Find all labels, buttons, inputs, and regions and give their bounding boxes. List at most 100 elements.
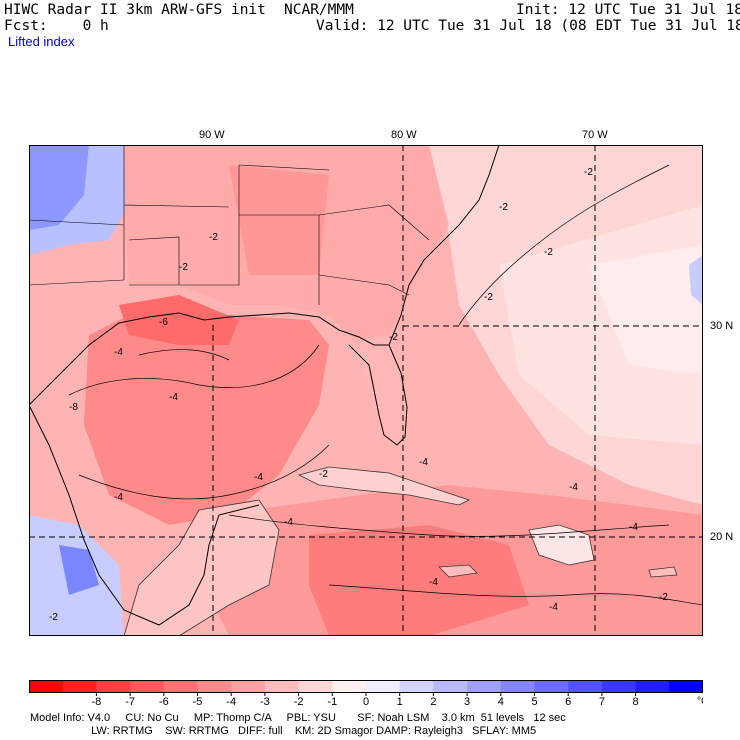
colorbar-tick-label: 6 [565,696,571,708]
colorbar-tick-label: -6 [159,696,169,708]
hispaniola-island [528,524,595,566]
contour-lines [68,164,703,606]
lon-label-80w: 80 W [391,129,417,141]
atlantic-coastline [388,145,500,346]
colorbar-ticks: -8 -7 -6 -5 -4 -3 -2 -1 0 1 2 3 4 5 6 7 8 [92,693,639,708]
louisiana-coast-strong-region [119,295,239,345]
contour-label: -2 [659,592,668,603]
graticule [29,145,703,636]
atlantic-near-zero-region [589,245,703,375]
lat-label-20n: 20 N [710,531,734,543]
contour-label-group: -2 -2 -2 -2 -2 -2 -2 -2 -2 -2 -4 -4 -4 -… [49,167,668,623]
colorbar-tick-label: -8 [92,696,102,708]
lon-label-90w: 90 W [199,129,225,141]
forecast-hour: Fcst: 0 h [4,18,109,34]
contour-label: -4 [114,347,123,358]
colorbar-swatch [96,680,131,693]
lon-label-70w: 70 W [582,129,608,141]
colorbar: -8 -7 -6 -5 -4 -3 -2 -1 0 1 2 3 4 5 6 7 8 °C [29,680,703,708]
contour-label: -2 [584,167,593,178]
southern-plains-deep-blue-region [29,145,89,230]
colorbar-swatch [534,680,569,693]
contour-label: -4 [629,522,638,533]
org-label: NCAR/MMM [284,2,354,18]
valid-time: Valid: 12 UTC Tue 31 Jul 18 (08 EDT Tue … [316,18,740,34]
colorbar-tick-label: -5 [193,696,203,708]
atlantic-blue-patch [689,255,703,305]
colorbar-swatch [433,680,468,693]
colorbar-tick-label: 8 [633,696,639,708]
contour-label: -2 [544,247,553,258]
colorbar-frame [29,680,703,693]
contour-label: -4 [169,392,178,403]
contour-label: -2 [484,292,493,303]
colorbar-swatch [197,680,232,693]
colorbar-tick-label: -2 [294,696,304,708]
contour-label: -4 [254,472,263,483]
coastlines [29,145,500,626]
contour-label: -4 [549,602,558,613]
colorbar-unit: °C [697,696,703,707]
contour-label: -4 [429,577,438,588]
contour-label: -2 [209,232,218,243]
contour-label: -2 [179,262,188,273]
cuba-island [297,466,471,506]
colorbar-tick-label: -4 [226,696,236,708]
contour-label: -2 [319,469,328,480]
model-info-line-2: LW: RRTMG SW: RRTMG DIFF: full KM: 2D Sm… [30,725,537,737]
model-info-line-1: Model Info: V4.0 CU: No Cu MP: Thomp C/A… [30,712,566,724]
colorbar-swatch [366,680,401,693]
colorbar-swatch [500,680,535,693]
yucatan-land [123,499,280,636]
gulf-coastline [29,312,408,446]
contour-label: -2 [389,332,398,343]
contour-label: -4 [114,492,123,503]
colorbar-swatch [264,680,300,693]
colorbar-tick-label: 5 [531,696,537,708]
colorbar-tick-label: 0 [363,696,369,708]
map-frame [29,145,703,636]
mexico-coastline [29,404,260,626]
alabama-warm-region [229,165,329,275]
field-name: Lifted index [8,34,75,49]
lat-label-30n: 30 N [710,320,734,332]
contour-label: -6 [159,317,168,328]
colorbar-swatch [467,680,502,693]
mexico-deep-blue-region [59,545,99,595]
caribbean-strong-region [309,525,529,636]
colorbar-swatch [568,680,603,693]
lifted-index-map: -2 -2 -2 -2 -2 -2 -2 -2 -2 -2 -4 -4 -4 -… [29,145,703,636]
colorbar-swatch [332,680,367,693]
colorbar-tick-label: -1 [327,696,337,708]
contour-label: -4 [284,517,293,528]
colorbar-tick-label: 1 [397,696,403,708]
contour-label: -2 [49,612,58,623]
colorbar-swatch [29,680,64,693]
colorbar-swatch [298,680,333,693]
colorbar-swatches [29,680,703,693]
colorbar-swatch [231,680,266,693]
colorbar-tick-label: 4 [498,696,504,708]
florida-peninsula [359,335,407,445]
puerto-rico-island [648,566,678,578]
contour-label: -4 [569,482,578,493]
colorbar-swatch [669,680,703,693]
colorbar-swatch [399,680,434,693]
contour-label: -4 [419,457,428,468]
state-borders [29,145,430,305]
contour-label: -2 [499,202,508,213]
colorbar-tick-label: 2 [430,696,436,708]
colorbar-tick-label: -7 [125,696,135,708]
colorbar-tick-label: -3 [260,696,270,708]
contour-label: -8 [69,402,78,413]
jamaica-island [438,564,478,578]
colorbar-swatch [601,680,637,693]
colorbar-tick-label: 3 [464,696,470,708]
colorbar-tick-label: 7 [599,696,605,708]
colorbar-swatch [635,680,670,693]
colorbar-swatch [62,680,97,693]
model-title: HIWC Radar II 3km ARW-GFS init [4,2,266,18]
colorbar-swatch [163,680,198,693]
colorbar-swatch [130,680,165,693]
init-time: Init: 12 UTC Tue 31 Jul 18 [516,2,740,18]
